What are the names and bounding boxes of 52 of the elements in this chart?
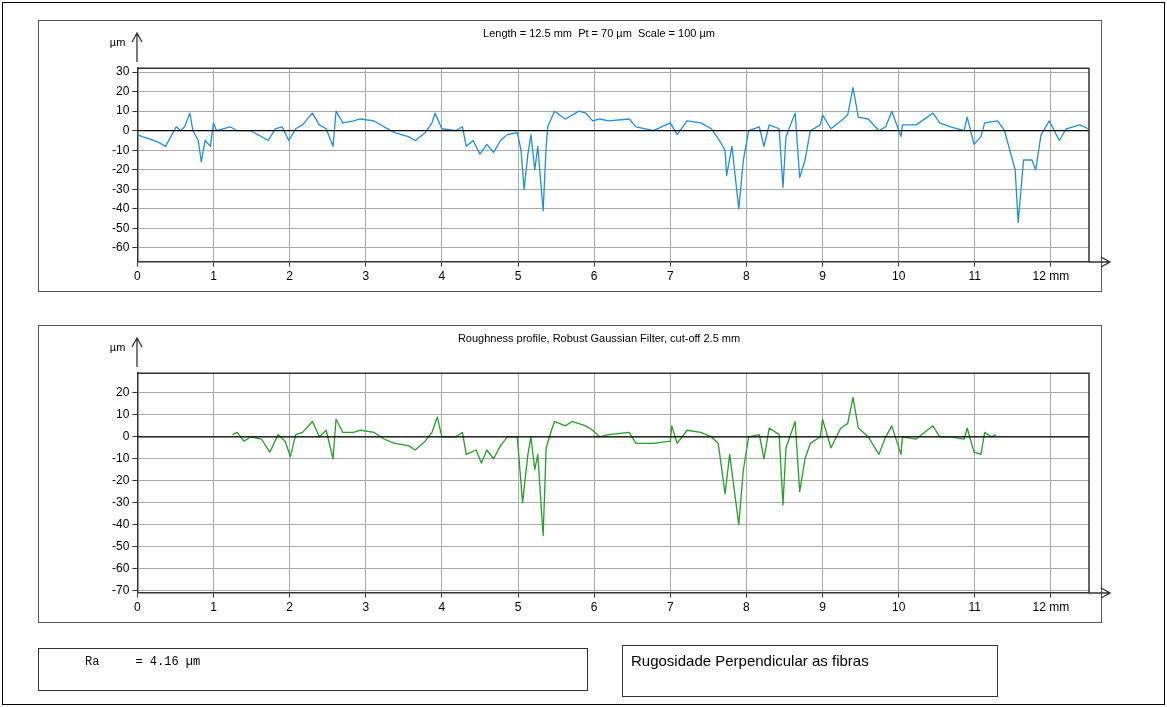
x-tick-label: 4 bbox=[438, 269, 446, 284]
x-tick-label: 3 bbox=[362, 600, 370, 615]
x-tick-label: 4 bbox=[438, 600, 446, 615]
y-tick-label: -20 bbox=[112, 162, 130, 177]
x-tick-label: 7 bbox=[666, 269, 674, 284]
x-tick-label: 9 bbox=[819, 269, 827, 284]
y-tick-label: -50 bbox=[112, 220, 130, 235]
y-tick-label: -30 bbox=[112, 494, 130, 509]
x-tick-label: 8 bbox=[743, 600, 751, 615]
y-tick-label: -60 bbox=[112, 560, 130, 575]
y-tick-label: -50 bbox=[112, 538, 130, 553]
x-tick-label: 1 bbox=[210, 600, 218, 615]
y-tick-label: -30 bbox=[112, 181, 130, 196]
x-tick-label: 6 bbox=[590, 269, 598, 284]
y-tick-label: -40 bbox=[112, 201, 130, 216]
x-tick-label: 11 bbox=[968, 600, 982, 615]
y-tick-label: -60 bbox=[112, 240, 130, 255]
y-axis-title: µm bbox=[109, 341, 126, 354]
x-tick-label: 12 mm bbox=[1032, 600, 1070, 615]
x-tick-label: 5 bbox=[514, 269, 522, 284]
text: Ra = 4.16 µm bbox=[38, 648, 588, 691]
x-tick-label: 7 bbox=[666, 600, 674, 615]
y-tick-label: -10 bbox=[112, 142, 130, 157]
y-tick-label: 10 bbox=[115, 103, 130, 118]
x-tick-label: 10 bbox=[891, 600, 906, 615]
x-tick-label: 9 bbox=[819, 600, 827, 615]
x-tick-label: 1 bbox=[210, 269, 218, 284]
y-tick-label: 10 bbox=[115, 407, 130, 422]
chart-title: Roughness profile, Robust Gaussian Filter, cut-off 2.5 mm bbox=[457, 331, 741, 344]
y-axis-title: µm bbox=[109, 36, 126, 49]
y-tick-label: -70 bbox=[112, 582, 130, 597]
x-tick-label: 6 bbox=[590, 600, 598, 615]
x-tick-label: 2 bbox=[286, 269, 294, 284]
x-tick-label: 12 mm bbox=[1032, 269, 1070, 284]
x-tick-label: 11 bbox=[968, 269, 982, 284]
y-tick-label: 0 bbox=[122, 123, 130, 138]
x-tick-label: 2 bbox=[286, 600, 294, 615]
x-tick-label: 0 bbox=[134, 269, 141, 284]
y-tick-label: 0 bbox=[122, 429, 130, 444]
y-tick-label: -10 bbox=[112, 451, 130, 466]
x-tick-label: 10 bbox=[891, 269, 906, 284]
x-tick-label: 3 bbox=[362, 269, 370, 284]
y-tick-label: 20 bbox=[115, 83, 130, 98]
chart-title: Length = 12.5 mm Pt = 70 µm Scale = 100 µm bbox=[483, 26, 715, 39]
x-tick-label: 0 bbox=[134, 600, 141, 615]
y-tick-label: -20 bbox=[112, 473, 130, 488]
y-tick-label: -40 bbox=[112, 516, 130, 531]
x-tick-label: 5 bbox=[514, 600, 522, 615]
y-tick-label: 20 bbox=[115, 385, 130, 400]
x-tick-label: 8 bbox=[743, 269, 751, 284]
y-tick-label: 30 bbox=[115, 64, 130, 79]
text: Rugosidade Perpendicular as fibras bbox=[622, 645, 998, 697]
